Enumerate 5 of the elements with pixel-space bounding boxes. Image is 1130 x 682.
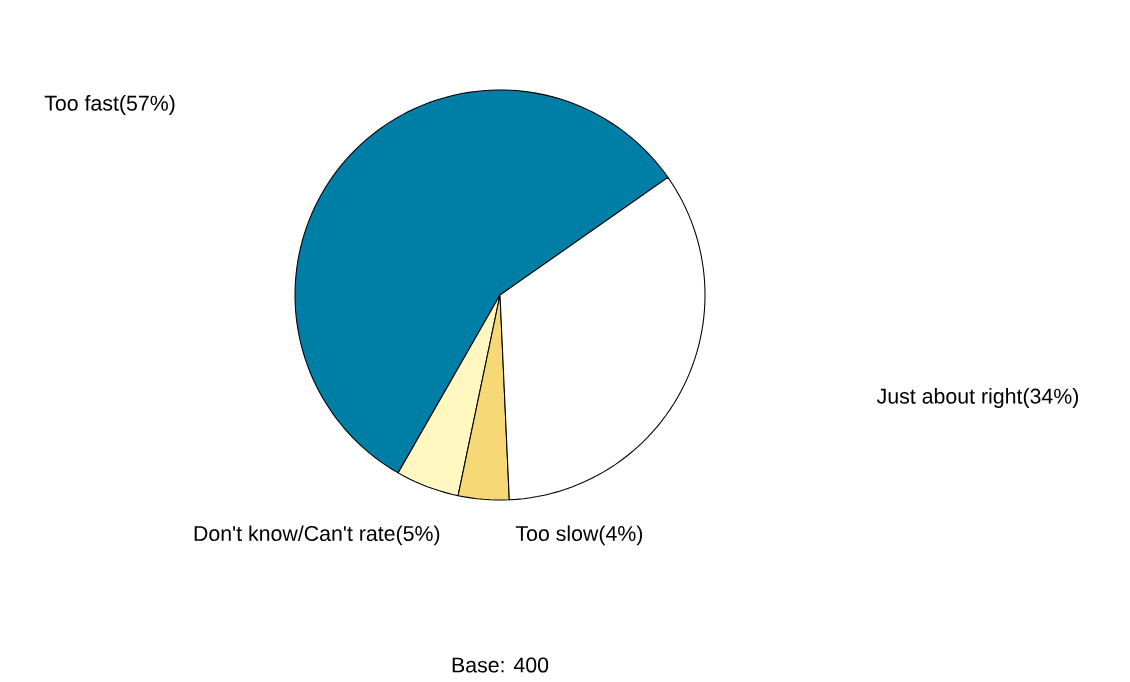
slice-label: Just about right(34%): [876, 388, 1079, 408]
slice-label: Too fast(57%): [44, 95, 175, 115]
slice-label: Too slow(4%): [515, 525, 643, 546]
slice-label: Don't know/Can't rate(5%): [194, 525, 440, 546]
text: Base: 400: [452, 657, 549, 673]
